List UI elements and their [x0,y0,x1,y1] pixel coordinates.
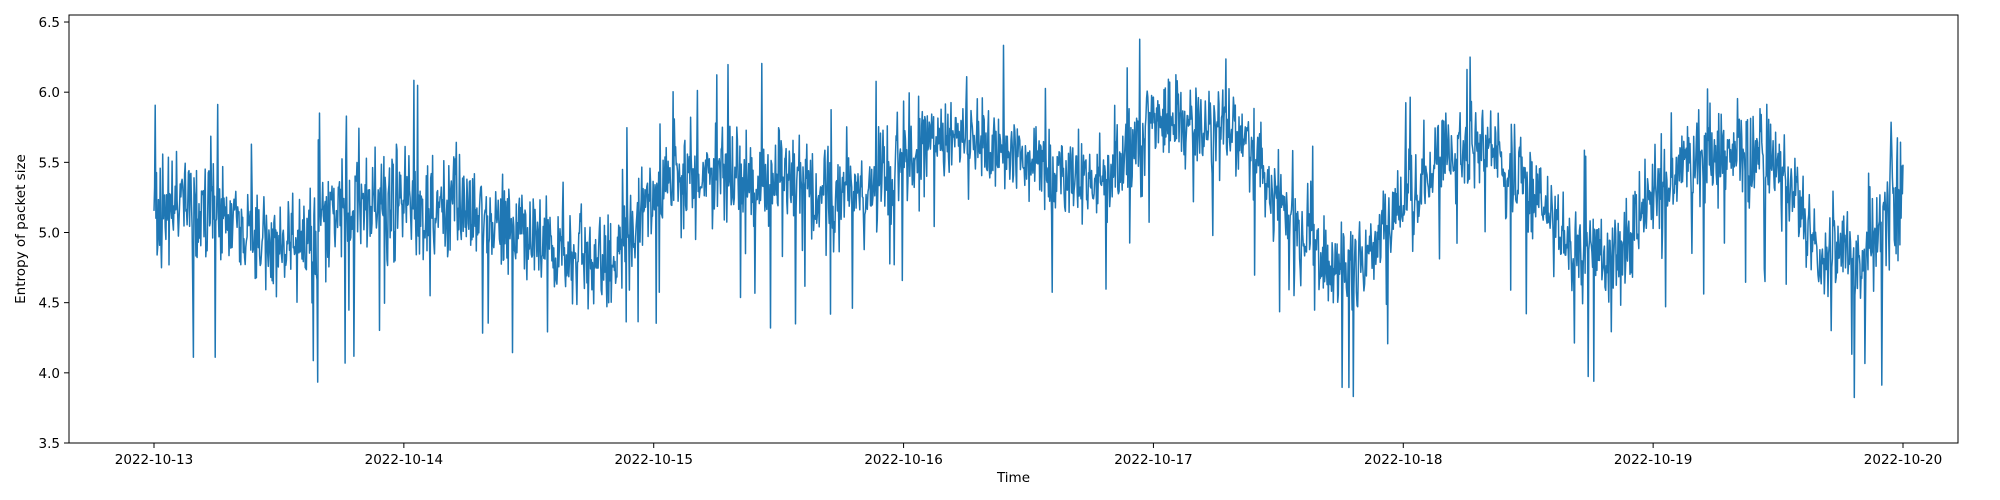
y-axis-label: Entropy of packet size [13,154,29,304]
y-axis: 3.5 4.0 4.5 5.0 5.5 6.0 6.5 [39,15,69,452]
y-tick-label: 3.5 [39,436,60,452]
y-tick-label: 6.5 [39,15,60,31]
x-tick-label: 2022-10-14 [365,452,443,468]
x-tick-label: 2022-10-18 [1364,452,1442,468]
series-line [153,38,1904,399]
plot-frame [68,14,1959,444]
y-tick-label: 4.5 [39,296,60,312]
x-tick-label: 2022-10-13 [115,452,193,468]
y-tick-label: 6.0 [39,85,60,101]
x-tick-label: 2022-10-16 [864,452,942,468]
x-tick-label: 2022-10-19 [1614,452,1692,468]
x-axis: 2022-10-13 2022-10-14 2022-10-15 2022-10-16… [115,443,1942,468]
x-axis-label: Time [996,470,1030,486]
y-tick-label: 5.5 [39,155,60,171]
y-tick-label: 4.0 [39,366,60,382]
y-tick-label: 5.0 [39,226,60,242]
x-tick-label: 2022-10-17 [1114,452,1192,468]
x-tick-label: 2022-10-20 [1864,452,1942,468]
plot-area [153,38,1904,399]
x-tick-label: 2022-10-15 [614,452,692,468]
